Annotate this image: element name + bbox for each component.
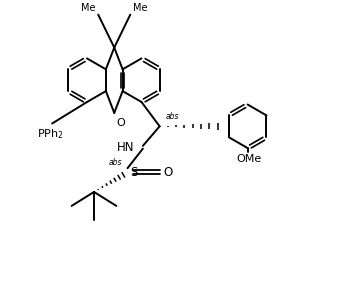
- Text: HN: HN: [117, 141, 134, 154]
- Text: Me: Me: [133, 3, 148, 13]
- Text: abs: abs: [165, 112, 179, 121]
- Text: O: O: [117, 118, 125, 128]
- Text: PPh$_2$: PPh$_2$: [37, 128, 64, 142]
- Text: OMe: OMe: [236, 154, 262, 164]
- Text: S: S: [130, 166, 137, 179]
- Text: O: O: [164, 166, 173, 179]
- Text: Me: Me: [81, 3, 96, 13]
- Text: abs: abs: [108, 158, 122, 167]
